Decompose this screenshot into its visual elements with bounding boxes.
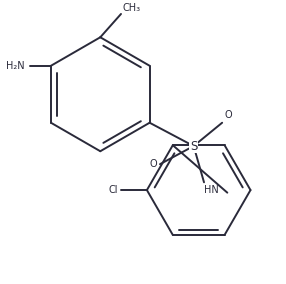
Text: O: O: [150, 159, 157, 169]
Text: S: S: [190, 139, 197, 153]
Text: Cl: Cl: [109, 185, 118, 195]
Text: O: O: [225, 110, 232, 120]
Text: HN: HN: [204, 185, 219, 195]
Text: H₂N: H₂N: [6, 61, 25, 71]
Text: CH₃: CH₃: [122, 3, 140, 13]
